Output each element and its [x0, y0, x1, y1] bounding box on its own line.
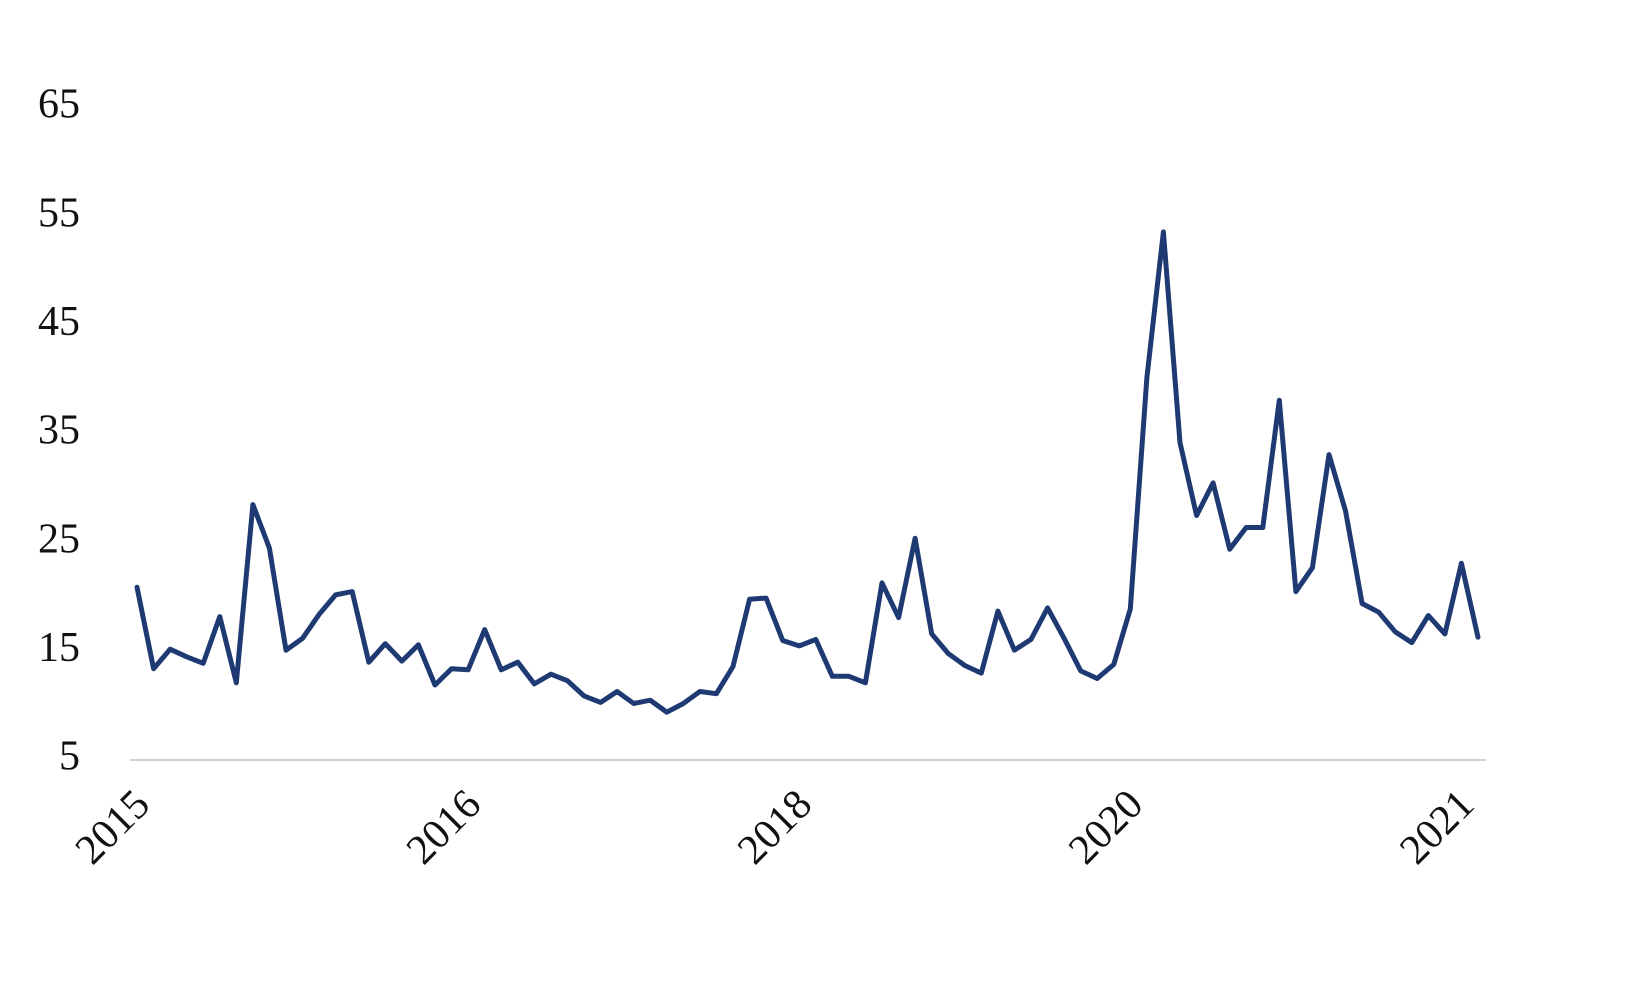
y-tick-label: 5: [59, 734, 80, 780]
x-tick-label: 2016: [398, 781, 490, 873]
y-tick-label: 35: [38, 408, 80, 454]
data-line: [134, 229, 1481, 715]
y-tick-label: 15: [38, 625, 80, 671]
y-tick-label: 25: [38, 516, 80, 562]
x-tick-label: 2018: [729, 781, 821, 873]
x-tick-label: 2015: [67, 781, 159, 873]
y-tick-label: 65: [38, 82, 80, 128]
y-tick-label: 55: [38, 190, 80, 236]
x-tick-label: 2020: [1060, 781, 1152, 873]
x-tick-label: 2021: [1391, 781, 1483, 873]
y-tick-label: 45: [38, 299, 80, 345]
